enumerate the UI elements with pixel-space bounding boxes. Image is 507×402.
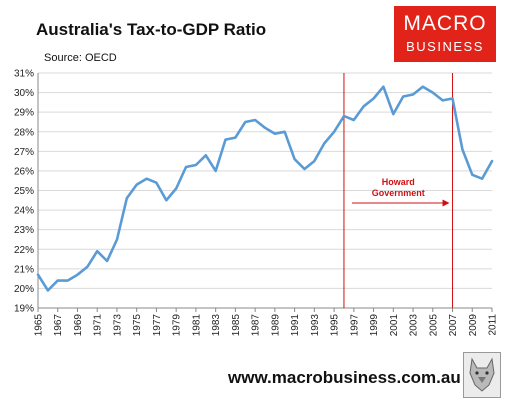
data-point [303,168,306,170]
data-point [264,127,266,129]
data-point [382,85,385,88]
data-point [47,289,49,292]
y-tick-label: 25% [14,186,34,197]
data-point [431,91,434,94]
x-tick-label: 2007 [448,314,459,337]
x-tick-label: 2003 [409,314,420,337]
data-point [165,199,168,202]
x-tick-label: 1981 [191,314,202,337]
data-point [333,130,335,133]
y-tick-label: 24% [14,206,34,217]
data-point [224,138,227,141]
y-tick-label: 19% [14,304,34,315]
data-point [56,279,59,282]
data-point [106,260,108,262]
x-tick-label: 1999 [369,314,380,337]
y-tick-label: 20% [14,284,34,295]
data-point [155,181,158,184]
y-tick-label: 28% [14,127,34,138]
data-point [392,113,395,115]
data-point [185,166,187,168]
logo-line-1: MACRO [403,12,487,35]
y-tick-label: 31% [14,69,34,80]
x-tick-label: 1997 [349,314,360,337]
data-point [362,105,365,108]
source-note: Source: OECD [44,52,117,64]
data-point [422,85,424,88]
x-tick-label: 1983 [211,314,222,337]
data-point [244,121,247,123]
x-tick-label: 1965 [34,314,45,337]
x-tick-label: 1987 [251,314,262,337]
data-point [86,266,89,268]
x-tick-label: 1975 [132,314,143,337]
x-tick-label: 1985 [231,314,242,337]
data-point [126,197,128,200]
y-tick-label: 22% [14,245,34,256]
data-point [214,170,217,172]
x-tick-label: 1993 [310,314,321,337]
x-tick-label: 2005 [428,314,439,337]
x-tick-label: 1967 [53,314,64,337]
data-point [343,115,345,117]
x-tick-label: 2001 [389,314,400,337]
data-point [491,160,493,162]
x-tick-label: 1977 [152,314,163,337]
x-tick-label: 1989 [270,314,281,337]
annotation-label-line-1: Howard [382,177,415,187]
data-point [353,119,355,121]
x-tick-label: 1979 [172,314,183,337]
data-point [471,174,474,176]
y-tick-label: 23% [14,225,34,236]
data-point [37,273,39,276]
data-point [461,148,464,151]
data-point [441,99,444,102]
data-point [76,273,79,276]
data-point [234,136,237,139]
data-point [254,119,256,121]
data-point [274,132,276,135]
data-point [481,177,483,180]
data-point [412,93,414,96]
data-point [116,238,118,241]
y-tick-label: 30% [14,88,34,99]
logo-line-2: BUSINESS [406,39,484,54]
page-title: Australia's Tax-to-GDP Ratio [36,20,267,39]
data-point [135,183,138,186]
data-point [283,130,286,133]
x-tick-label: 1971 [93,314,104,337]
data-point [402,95,404,98]
y-tick-label: 29% [14,108,34,119]
data-point [175,187,177,190]
y-tick-label: 21% [14,264,34,275]
annotation-arrow-head [442,199,450,207]
wolf-logo-icon [463,352,501,398]
macrobusiness-logo[interactable]: MACRO BUSINESS [394,6,496,62]
x-tick-label: 1995 [330,314,341,337]
data-point [195,164,197,166]
website-url[interactable]: www.macrobusiness.com.au [228,368,461,387]
data-point [313,160,316,162]
x-tick-label: 1973 [112,314,123,337]
x-tick-label: 2009 [468,314,479,337]
data-point [204,154,207,157]
data-point [323,142,326,145]
data-point [293,158,296,160]
x-tick-label: 2011 [488,314,499,336]
x-tick-label: 1991 [290,314,301,337]
data-point [96,250,99,253]
data-point [66,279,69,282]
y-tick-label: 26% [14,166,34,177]
annotation-label-line-2: Government [372,188,425,198]
data-point [372,97,375,100]
x-tick-label: 1969 [73,314,84,337]
y-tick-label: 27% [14,147,34,158]
data-point [451,97,454,100]
data-point [145,177,148,180]
